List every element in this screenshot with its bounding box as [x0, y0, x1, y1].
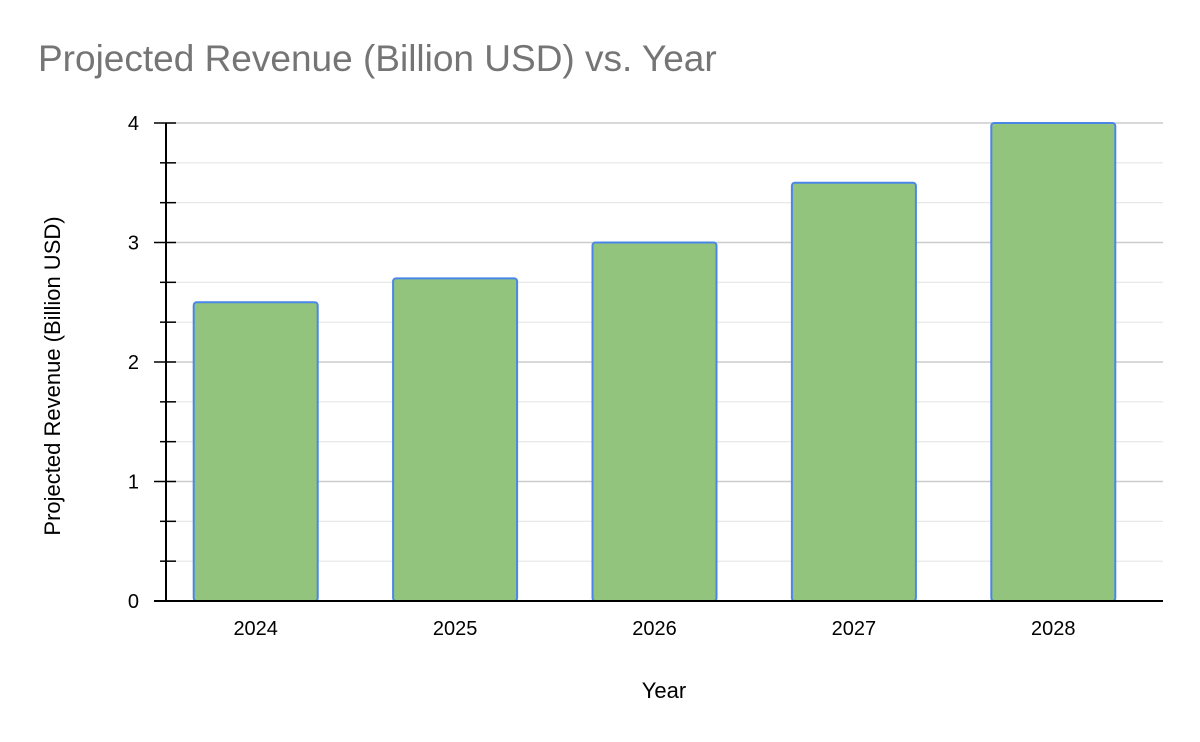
x-tick-label: 2025 — [433, 618, 478, 640]
y-tick-label: 3 — [128, 233, 139, 255]
chart-title: Projected Revenue (Billion USD) vs. Year — [38, 38, 717, 79]
bar — [591, 241, 718, 602]
y-tick-label: 0 — [128, 591, 139, 613]
x-tick-label: 2024 — [233, 618, 278, 640]
x-tick-label: 2026 — [632, 618, 677, 640]
y-axis-title: Projected Revenue (Billion USD) — [40, 216, 65, 535]
y-tick-label: 2 — [128, 352, 139, 374]
bar — [392, 277, 519, 602]
x-tick-label: 2028 — [1031, 618, 1076, 640]
axes — [154, 122, 1163, 602]
y-tick-label: 4 — [128, 113, 139, 135]
bar — [790, 181, 917, 602]
y-tick-label: 1 — [128, 472, 139, 494]
x-tick-label: 2027 — [832, 618, 877, 640]
bar — [192, 301, 319, 602]
bar — [990, 122, 1117, 602]
tick-labels: 0 1 2 3 4 2024 2025 2026 2027 2028 — [128, 113, 1076, 640]
bars — [192, 122, 1117, 602]
x-axis-title: Year — [642, 678, 686, 703]
